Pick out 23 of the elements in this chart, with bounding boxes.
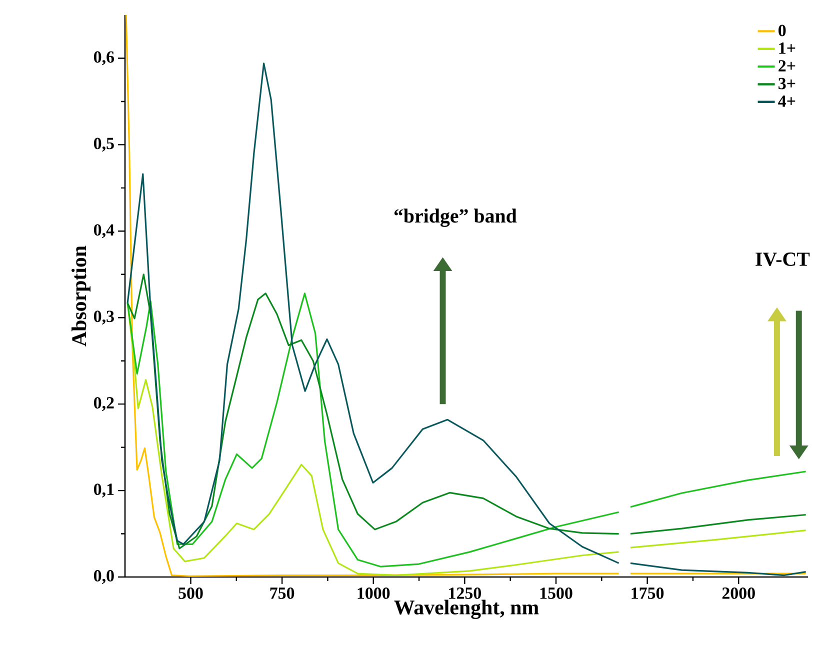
legend-label: 3+ xyxy=(778,78,796,90)
legend-label: 1+ xyxy=(779,42,796,54)
y-axis-title: Absorption xyxy=(72,246,90,346)
y-tick-label: 0,0 xyxy=(94,570,114,584)
x-tick-label: 2000 xyxy=(722,587,755,599)
x-tick-label: 1250 xyxy=(449,587,481,599)
x-tick-label: 750 xyxy=(270,587,294,599)
y-tick-label: 0,3 xyxy=(94,310,114,325)
legend-label: 0 xyxy=(778,24,786,36)
y-tick-label: 0,2 xyxy=(94,397,114,412)
y-tick-label: 0,4 xyxy=(94,224,114,238)
x-tick-label: 1000 xyxy=(358,587,390,599)
legend-label: 4+ xyxy=(778,96,796,107)
annotation: IV-CT xyxy=(756,252,810,266)
x-tick-label: 500 xyxy=(178,587,203,599)
y-tick-label: 0,1 xyxy=(94,484,114,498)
y-tick-label: 0,5 xyxy=(94,138,114,152)
y-tick-label: 0,6 xyxy=(94,51,114,66)
legend-label: 2+ xyxy=(778,60,796,72)
x-axis-title: Wavelenght, nm xyxy=(394,600,539,619)
x-tick-label: 1750 xyxy=(632,587,664,599)
annotation: “bridge” band xyxy=(394,208,517,227)
x-tick-label: 1500 xyxy=(540,587,572,599)
